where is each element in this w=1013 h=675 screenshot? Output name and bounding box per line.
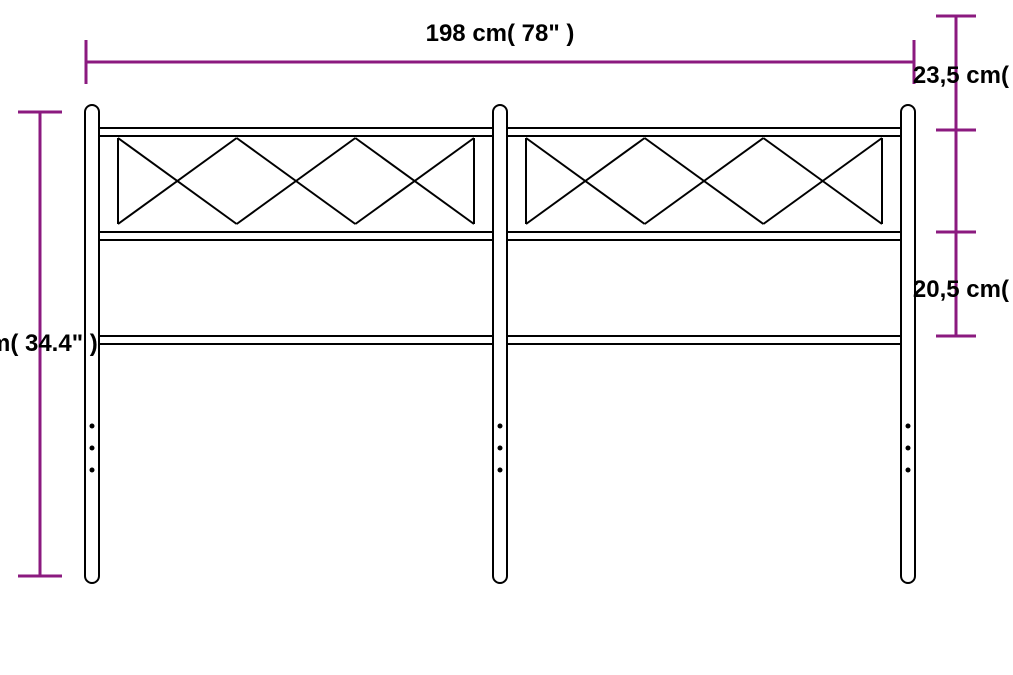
section-mid-label: 20,5 cm( 8.1" ) [913, 276, 1013, 304]
section-top-label: 23,5 cm( 9.3" ) [913, 62, 1013, 90]
width-label: 198 cm( 78" ) [426, 20, 575, 48]
height-label: 90 cm( 34.4" ) [0, 330, 98, 358]
dimension-drawing [0, 0, 1013, 675]
